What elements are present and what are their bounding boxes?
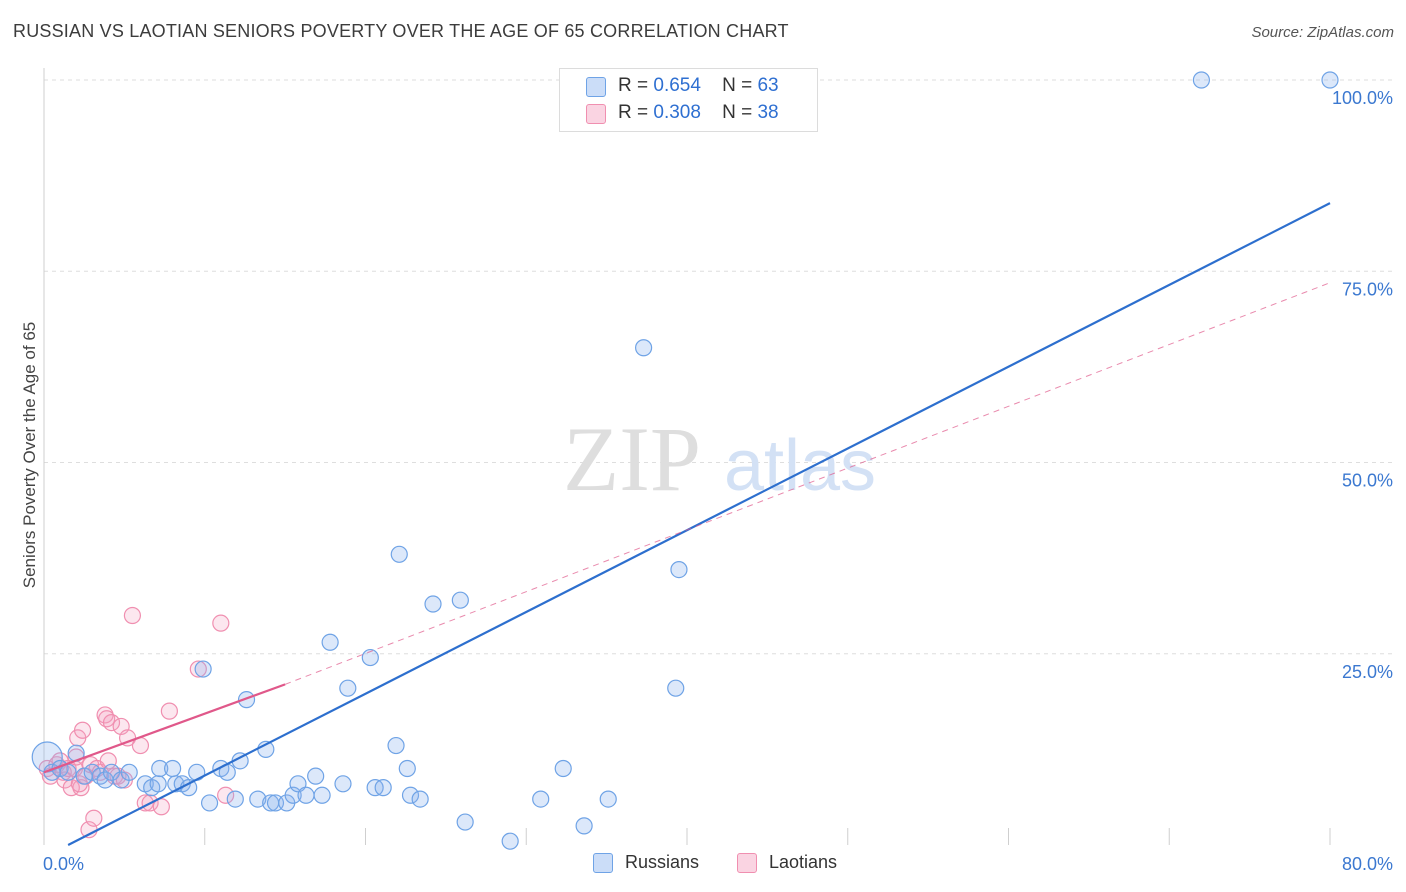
laotian-point-35 — [212, 614, 230, 632]
russian-point-56 — [599, 790, 617, 808]
watermark-atlas: atlas — [724, 426, 876, 506]
laotians-n-label: N = — [722, 102, 753, 123]
russian-point-36 — [307, 767, 325, 785]
grid-layer — [44, 79, 1392, 655]
russian-point-15 — [151, 759, 169, 778]
russian-point-57 — [634, 339, 653, 357]
russian-point-40 — [339, 679, 357, 697]
russian-point-6 — [83, 763, 101, 781]
russian-point-53 — [532, 790, 550, 808]
russian-point-58 — [667, 679, 685, 697]
y-tick-label-50: 50.0% — [1342, 471, 1393, 491]
russians-n-label: N = — [722, 75, 753, 96]
russian-point-37 — [313, 786, 331, 804]
russian-point-41 — [361, 648, 379, 667]
laotian-point-33 — [160, 702, 178, 720]
russian-points — [31, 71, 1339, 850]
russian-point-52 — [501, 832, 519, 850]
russian-point-45 — [390, 545, 408, 563]
russians-n-value: 63 — [757, 75, 779, 96]
laotian-point-34 — [189, 660, 207, 678]
russian-trend-line-0 — [67, 202, 1331, 846]
bottom-laotians-label: Laotians — [769, 852, 838, 872]
laotian-point-22 — [102, 713, 121, 732]
laotian-trend-line-1 — [43, 683, 286, 774]
y-tick-label-100: 100.0% — [1332, 88, 1393, 108]
laotians-r-value: 0.308 — [653, 102, 701, 123]
watermark: ZIP atlas — [563, 408, 876, 510]
russian-point-47 — [401, 786, 420, 804]
russian-point-39 — [334, 775, 352, 793]
russians-swatch — [586, 77, 606, 97]
russian-point-22 — [200, 794, 219, 812]
source-credit: Source: ZipAtlas.com — [1251, 24, 1394, 41]
laotians-r-label: R = — [618, 102, 649, 123]
russian-point-21 — [194, 660, 212, 678]
russian-point-55 — [575, 817, 593, 835]
russian-point-28 — [249, 790, 267, 808]
laotian-point-28 — [123, 606, 142, 625]
russian-point-50 — [451, 591, 469, 609]
trend-lines — [43, 202, 1331, 846]
russian-point-14 — [149, 775, 167, 793]
russian-point-61 — [1192, 71, 1211, 89]
chart-title: RUSSIAN VS LAOTIAN SENIORS POVERTY OVER … — [13, 21, 789, 41]
russian-point-38 — [321, 633, 339, 651]
y-tick-label-75: 75.0% — [1342, 279, 1393, 299]
russian-point-25 — [226, 790, 244, 808]
axis-layer — [43, 68, 1331, 845]
tick-labels: 25.0% 50.0% 75.0% 100.0% 0.0% 80.0% — [43, 88, 1393, 874]
x-tick-label-min: 0.0% — [43, 854, 84, 874]
watermark-zip: ZIP — [563, 408, 701, 510]
russians-r-label: R = — [618, 75, 649, 96]
russian-point-46 — [398, 759, 416, 778]
russian-point-44 — [387, 736, 405, 755]
bottom-russians-swatch — [593, 853, 613, 873]
russian-point-51 — [456, 813, 474, 831]
laotian-point-36 — [217, 786, 235, 804]
stats-legend: R = 0.654 N = 63 R = 0.308 N = 38 — [559, 68, 818, 132]
y-tick-label-25: 25.0% — [1342, 662, 1393, 682]
russians-r-value: 0.654 — [653, 75, 701, 96]
laotian-point-16 — [85, 809, 103, 827]
bottom-russians-label: Russians — [625, 852, 700, 872]
russian-point-49 — [424, 595, 442, 613]
russian-point-35 — [297, 786, 315, 804]
russian-point-48 — [411, 790, 429, 808]
laotians-n-value: 38 — [757, 102, 779, 123]
russian-point-16 — [164, 759, 182, 778]
russian-point-11 — [120, 763, 138, 781]
russian-point-59 — [670, 560, 688, 579]
russian-point-54 — [554, 759, 572, 778]
laotian-point-12 — [73, 721, 92, 739]
russian-point-62 — [1321, 71, 1339, 89]
russian-point-27 — [237, 691, 256, 709]
bottom-laotians-swatch — [737, 853, 757, 873]
x-tick-label-max: 80.0% — [1342, 854, 1393, 874]
laotians-swatch — [586, 104, 606, 124]
russian-point-43 — [374, 779, 392, 797]
